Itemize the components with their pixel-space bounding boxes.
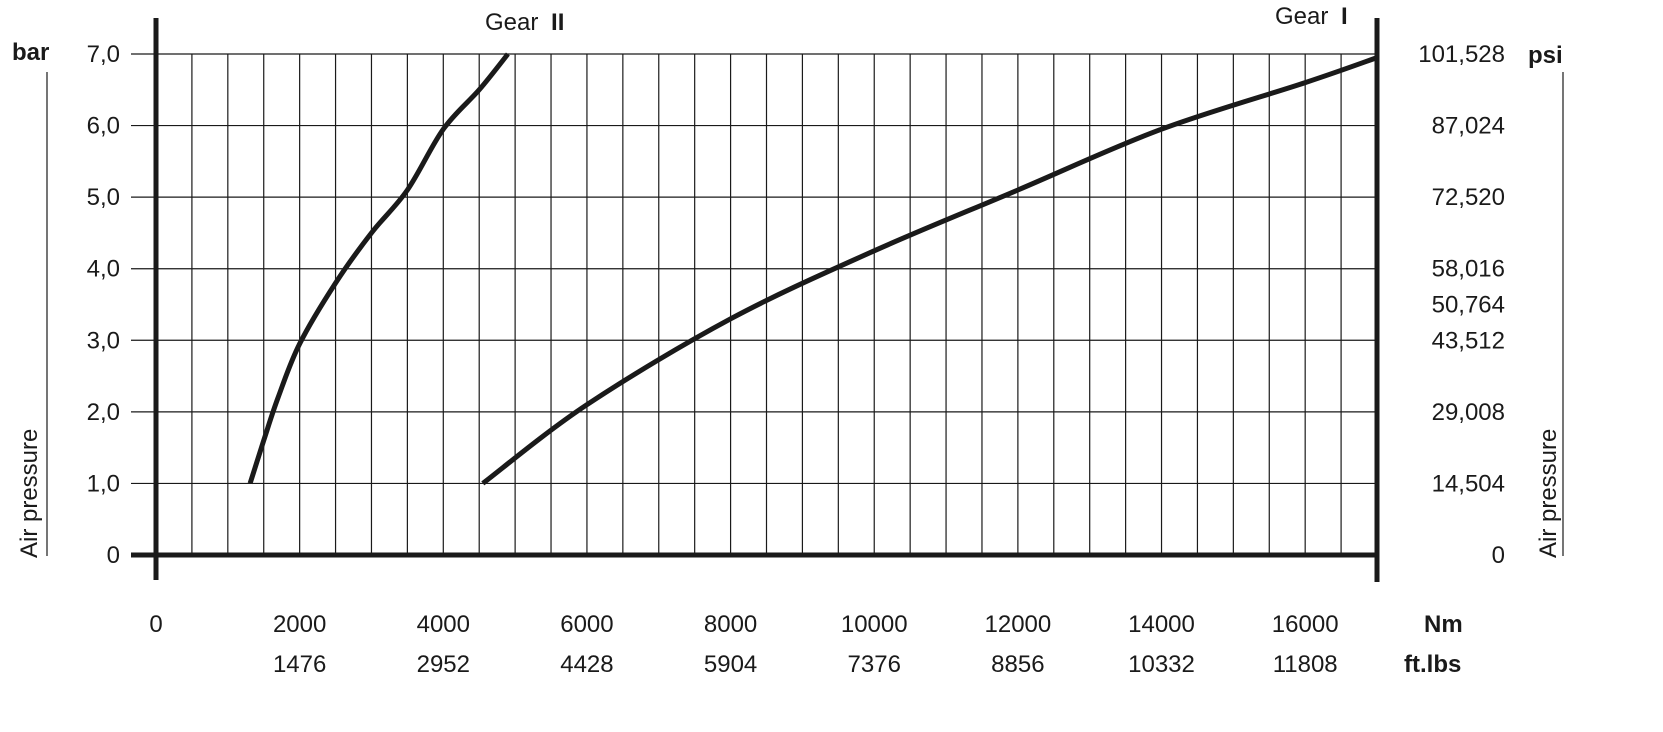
x-tick-label: 6000 [560,611,613,638]
x-secondary-tick-label: 5904 [704,651,757,678]
left-axis-unit: bar [12,39,49,66]
x-tick-label: 4000 [417,611,470,638]
labels: 0 1,0 2,0 3,0 4,0 5,0 6,0 7,0 0 14,504 29,008 43,51… [12,3,1564,678]
series-line-gear-i [481,55,1378,486]
series-label-gear-ii: Gear II [485,9,564,36]
right-axis-title: Air pressure [1535,429,1562,558]
left-axis-title: Air pressure [16,429,43,558]
left-tick-label: 5,0 [87,184,120,211]
x-axis-unit-nm: Nm [1424,611,1463,638]
curves [247,52,1378,486]
x-tick-label: 10000 [841,611,908,638]
x-secondary-tick-label: 8856 [991,651,1044,678]
x-secondary-tick-label: 7376 [848,651,901,678]
series-line-gear-ii [247,52,510,485]
x-secondary-tick-label: 11808 [1273,651,1338,678]
right-axis-unit: psi [1528,42,1563,69]
x-tick-label: 14000 [1128,611,1195,638]
right-tick-label: 14,504 [1432,470,1505,497]
right-tick-label: 101,528 [1418,41,1505,68]
left-tick-label: 2,0 [87,399,120,426]
x-secondary-tick-label: 1476 [273,651,326,678]
x-tick-label: 12000 [985,611,1052,638]
series-label-gear-i: Gear I [1275,3,1348,30]
left-tick-label: 7,0 [87,41,120,68]
right-tick-label: 72,520 [1432,184,1505,211]
x-tick-label: 0 [149,611,162,638]
right-tick-label: 58,016 [1432,256,1505,283]
right-tick-label: 43,512 [1432,327,1505,354]
x-tick-label: 8000 [704,611,757,638]
left-tick-label: 0 [107,542,120,569]
right-tick-label: 29,008 [1432,399,1505,426]
x-tick-label: 16000 [1272,611,1339,638]
right-tick-label: 50,764 [1432,292,1505,319]
x-secondary-tick-label: 4428 [560,651,613,678]
left-tick-label: 6,0 [87,113,120,140]
left-tick-label: 1,0 [87,470,120,497]
x-secondary-tick-label: 10332 [1128,651,1195,678]
x-axis-unit-ftlbs: ft.lbs [1404,651,1461,678]
right-tick-label: 0 [1492,542,1505,569]
left-tick-label: 3,0 [87,327,120,354]
axes [131,18,1380,582]
x-secondary-tick-label: 2952 [417,651,470,678]
x-tick-label: 2000 [273,611,326,638]
right-tick-label: 87,024 [1432,113,1505,140]
left-tick-label: 4,0 [87,256,120,283]
